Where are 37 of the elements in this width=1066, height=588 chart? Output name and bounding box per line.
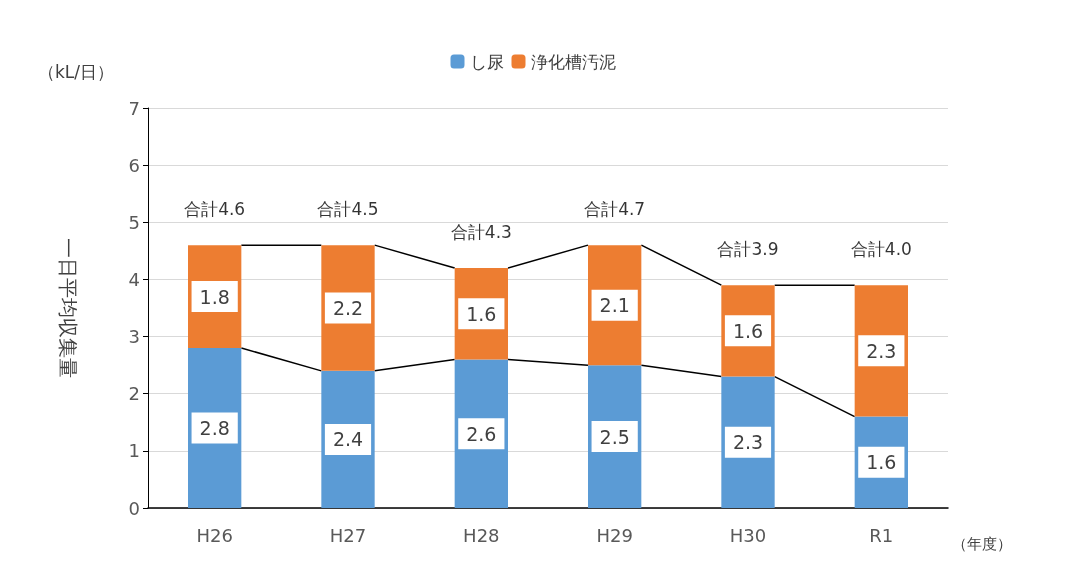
legend-label: 浄化槽汚泥 [530,51,616,72]
y-tick-label: 4 [128,268,140,290]
total-label: 合計3.9 [717,238,779,259]
y-tick-label: 0 [128,497,140,519]
x-tick-label: H26 [196,524,233,546]
data-label: 1.6 [466,302,497,325]
y-tick-label: 3 [128,326,140,348]
x-tick-label: H29 [596,524,633,546]
data-label: 1.6 [866,451,897,474]
data-label: 2.2 [332,297,364,319]
y-tick-label: 6 [128,154,140,176]
total-label: 合計4.3 [450,221,512,242]
data-label: 2.1 [599,294,630,317]
data-label: 2.3 [866,339,897,362]
y-tick-label: 5 [128,211,140,233]
data-label: 1.8 [199,285,230,308]
data-label: 2.6 [466,422,497,445]
y-tick-label: 2 [128,383,140,405]
x-tick-label: H28 [463,524,500,546]
total-label: 合計4.6 [184,198,246,219]
y-axis-title: 一日平均収集量 [56,238,80,378]
data-label: 2.3 [732,431,764,454]
total-label: 合計4.7 [584,198,646,219]
total-label: 合計4.5 [317,198,379,219]
x-tick-label: R1 [869,524,894,546]
data-label: 2.4 [332,428,364,451]
data-label: 2.8 [199,417,230,439]
x-tick-label: H27 [329,524,367,546]
data-label: 2.5 [599,425,630,448]
text: （kL/日） [38,61,115,82]
total-label: 合計4.0 [850,238,912,259]
legend-label: し尿 [469,51,504,72]
y-tick-label: 1 [128,440,140,462]
x-axis-title: （年度） [952,534,1012,553]
x-tick-label: H30 [729,524,767,546]
y-tick-label: 7 [128,97,140,119]
data-label: 1.6 [732,319,764,342]
